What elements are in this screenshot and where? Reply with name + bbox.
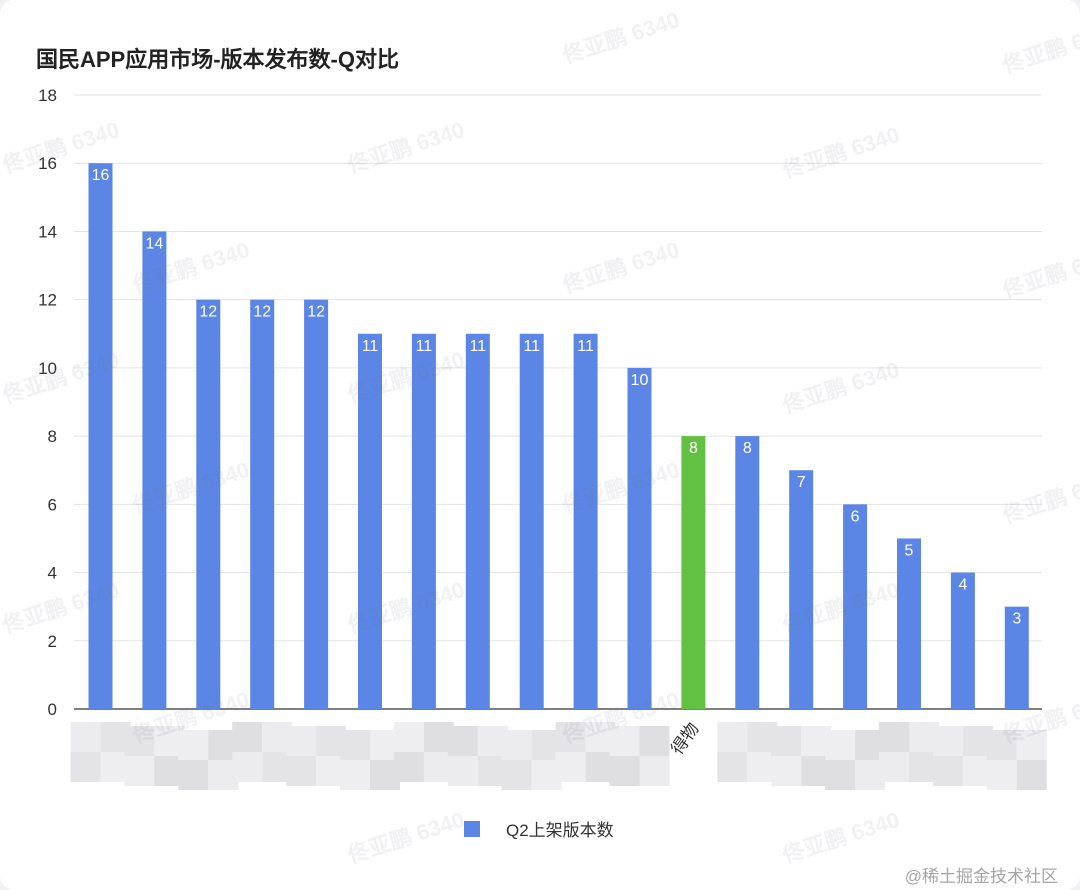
bar bbox=[789, 470, 814, 709]
bar bbox=[250, 299, 275, 709]
redacted-category-label bbox=[393, 752, 424, 782]
redacted-category-label bbox=[447, 726, 478, 756]
bar bbox=[465, 333, 490, 709]
bar-value-label: 12 bbox=[253, 304, 271, 321]
redacted-category-label bbox=[639, 756, 670, 786]
redacted-category-label bbox=[609, 726, 640, 756]
bar-value-label: 5 bbox=[905, 542, 914, 559]
legend[interactable]: Q2上架版本数 bbox=[464, 816, 614, 841]
y-tick-label: 0 bbox=[48, 700, 57, 719]
redacted-category-label bbox=[932, 756, 963, 786]
redacted-category-label bbox=[609, 756, 640, 786]
bar bbox=[573, 333, 598, 709]
bar-value-label: 11 bbox=[577, 338, 594, 355]
redacted-category-label bbox=[555, 722, 586, 752]
redacted-category-label bbox=[124, 726, 155, 756]
redacted-category-label bbox=[717, 752, 748, 782]
legend-swatch bbox=[464, 820, 480, 837]
bar-value-label: 10 bbox=[631, 372, 649, 389]
y-tick-label: 10 bbox=[38, 359, 57, 378]
redacted-category-label bbox=[1016, 730, 1047, 760]
redacted-category-label bbox=[879, 752, 909, 782]
redacted-category-label bbox=[1016, 760, 1047, 790]
bar-value-label: 16 bbox=[92, 167, 110, 184]
redacted-category-label bbox=[178, 730, 209, 760]
y-tick-label: 2 bbox=[48, 632, 57, 651]
redacted-category-label bbox=[124, 756, 155, 786]
y-tick-label: 14 bbox=[38, 222, 57, 241]
bar bbox=[950, 572, 975, 709]
bar-value-label: 11 bbox=[469, 338, 486, 355]
bar-value-label: 8 bbox=[689, 440, 698, 457]
y-tick-label: 4 bbox=[48, 564, 57, 583]
y-tick-label: 16 bbox=[38, 154, 57, 173]
redacted-category-label bbox=[986, 760, 1017, 790]
redacted-category-label bbox=[232, 752, 263, 782]
redacted-category-label bbox=[555, 752, 586, 782]
redacted-category-label bbox=[717, 722, 748, 752]
category-label: 得物 bbox=[668, 719, 703, 758]
redacted-category-label bbox=[286, 756, 317, 786]
footer-watermark: @稀土掘金技术社区 bbox=[904, 867, 1058, 886]
redacted-category-label bbox=[70, 752, 101, 782]
bar bbox=[897, 538, 921, 709]
legend-label: Q2上架版本数 bbox=[506, 821, 614, 840]
y-tick-label: 18 bbox=[38, 86, 57, 105]
bar bbox=[358, 333, 382, 709]
y-tick-label: 6 bbox=[48, 495, 57, 514]
bar bbox=[304, 299, 329, 709]
bar-value-label: 12 bbox=[199, 304, 217, 321]
bar bbox=[627, 367, 652, 709]
redacted-category-label bbox=[286, 726, 317, 756]
redacted-category-label bbox=[447, 756, 478, 786]
bar bbox=[196, 299, 221, 709]
bar-value-label: 11 bbox=[523, 338, 540, 355]
bar-value-label: 7 bbox=[797, 474, 806, 491]
redacted-category-label bbox=[501, 730, 532, 760]
bar-value-label: 11 bbox=[362, 338, 379, 355]
redacted-category-label bbox=[932, 726, 963, 756]
redacted-category-label bbox=[340, 760, 370, 790]
redacted-category-label bbox=[639, 726, 670, 756]
redacted-category-label bbox=[393, 722, 424, 752]
redacted-category-label bbox=[232, 722, 263, 752]
bar bbox=[88, 163, 113, 709]
redacted-category-label bbox=[340, 730, 370, 760]
bar bbox=[142, 231, 167, 709]
bar bbox=[735, 436, 760, 709]
redacted-category-label bbox=[986, 730, 1017, 760]
bar-value-label: 4 bbox=[958, 577, 967, 594]
bar-value-label: 3 bbox=[1012, 611, 1021, 628]
bar-value-label: 6 bbox=[851, 508, 860, 525]
redacted-category-label bbox=[178, 760, 209, 790]
y-tick-label: 8 bbox=[48, 427, 57, 446]
y-tick-label: 12 bbox=[38, 291, 57, 310]
bar-value-label: 14 bbox=[146, 235, 164, 252]
redacted-category-label bbox=[70, 722, 101, 752]
redacted-category-label bbox=[879, 722, 909, 752]
bar bbox=[843, 504, 868, 709]
bar-value-label: 11 bbox=[416, 338, 433, 355]
redacted-category-label bbox=[501, 760, 532, 790]
redacted-category-label bbox=[825, 760, 856, 790]
redacted-category-label bbox=[771, 756, 802, 786]
chart-title: 国民APP应用市场-版本发布数-Q对比 bbox=[36, 47, 400, 72]
bar bbox=[519, 333, 544, 709]
redacted-category-label bbox=[771, 726, 802, 756]
bar-value-label: 8 bbox=[743, 440, 752, 457]
bar bbox=[681, 436, 706, 709]
bar-value-label: 12 bbox=[307, 304, 325, 321]
bar bbox=[411, 333, 436, 709]
bar bbox=[1004, 606, 1029, 709]
redacted-category-label bbox=[825, 730, 856, 760]
